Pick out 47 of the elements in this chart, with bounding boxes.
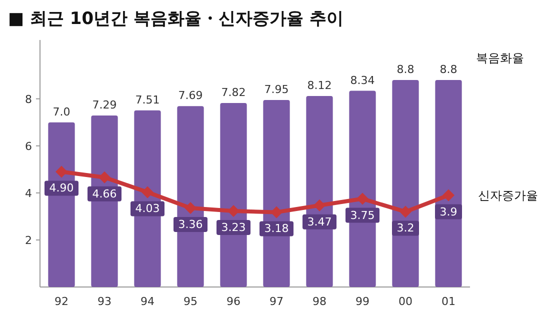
data-label: 7.51 bbox=[135, 93, 160, 106]
data-label: 4.66 bbox=[92, 187, 117, 200]
chart-title: ■ 최근 10년간 복음화율・신자증가율 추이 bbox=[8, 9, 344, 29]
x-tick-label: 92 bbox=[54, 295, 68, 308]
point bbox=[400, 206, 412, 218]
data-label: 3.18 bbox=[264, 222, 289, 236]
data-label: 8.12 bbox=[307, 78, 332, 92]
data-label: 8.8 bbox=[396, 62, 414, 76]
x-tick-label: 94 bbox=[140, 295, 154, 308]
data-label: 4.03 bbox=[135, 202, 160, 216]
point bbox=[442, 189, 454, 202]
x-tick-label: 00 bbox=[398, 295, 412, 308]
point bbox=[228, 205, 240, 218]
data-label: 3.9 bbox=[440, 205, 458, 218]
y-tick-label: 4 bbox=[25, 186, 32, 200]
point bbox=[356, 192, 368, 205]
x-tick-label: 96 bbox=[226, 295, 240, 308]
data-label: 4.90 bbox=[49, 182, 74, 195]
data-label: 3.23 bbox=[221, 221, 246, 234]
data-label: 8.34 bbox=[350, 74, 375, 87]
point bbox=[98, 171, 110, 184]
data-label: 3.47 bbox=[307, 215, 332, 228]
x-tick-label: 99 bbox=[356, 295, 370, 308]
data-label: 3.75 bbox=[350, 208, 375, 222]
x-tick-label: 01 bbox=[442, 295, 456, 308]
point bbox=[142, 186, 154, 198]
x-tick-label: 93 bbox=[98, 295, 112, 308]
series-label: 복음화율 bbox=[476, 51, 524, 65]
x-tick-label: 97 bbox=[270, 295, 284, 308]
data-label: 3.2 bbox=[396, 222, 414, 235]
data-label: 8.8 bbox=[440, 62, 458, 76]
x-tick-label: 95 bbox=[184, 295, 198, 308]
data-label: 7.0 bbox=[52, 105, 70, 118]
point bbox=[270, 206, 282, 218]
data-label: 7.69 bbox=[178, 89, 203, 102]
y-tick-label: 8 bbox=[25, 92, 32, 106]
y-tick-label: 2 bbox=[25, 234, 32, 247]
data-label: 7.82 bbox=[221, 86, 246, 100]
point bbox=[314, 199, 326, 212]
data-label: 7.29 bbox=[92, 98, 117, 112]
x-tick-label: 98 bbox=[312, 295, 326, 308]
data-label: 3.36 bbox=[178, 218, 203, 231]
y-tick-label: 6 bbox=[25, 140, 32, 153]
series-label: 신자증가율 bbox=[478, 188, 538, 202]
data-label: 7.95 bbox=[264, 82, 289, 96]
point bbox=[56, 166, 68, 178]
point bbox=[184, 202, 196, 214]
